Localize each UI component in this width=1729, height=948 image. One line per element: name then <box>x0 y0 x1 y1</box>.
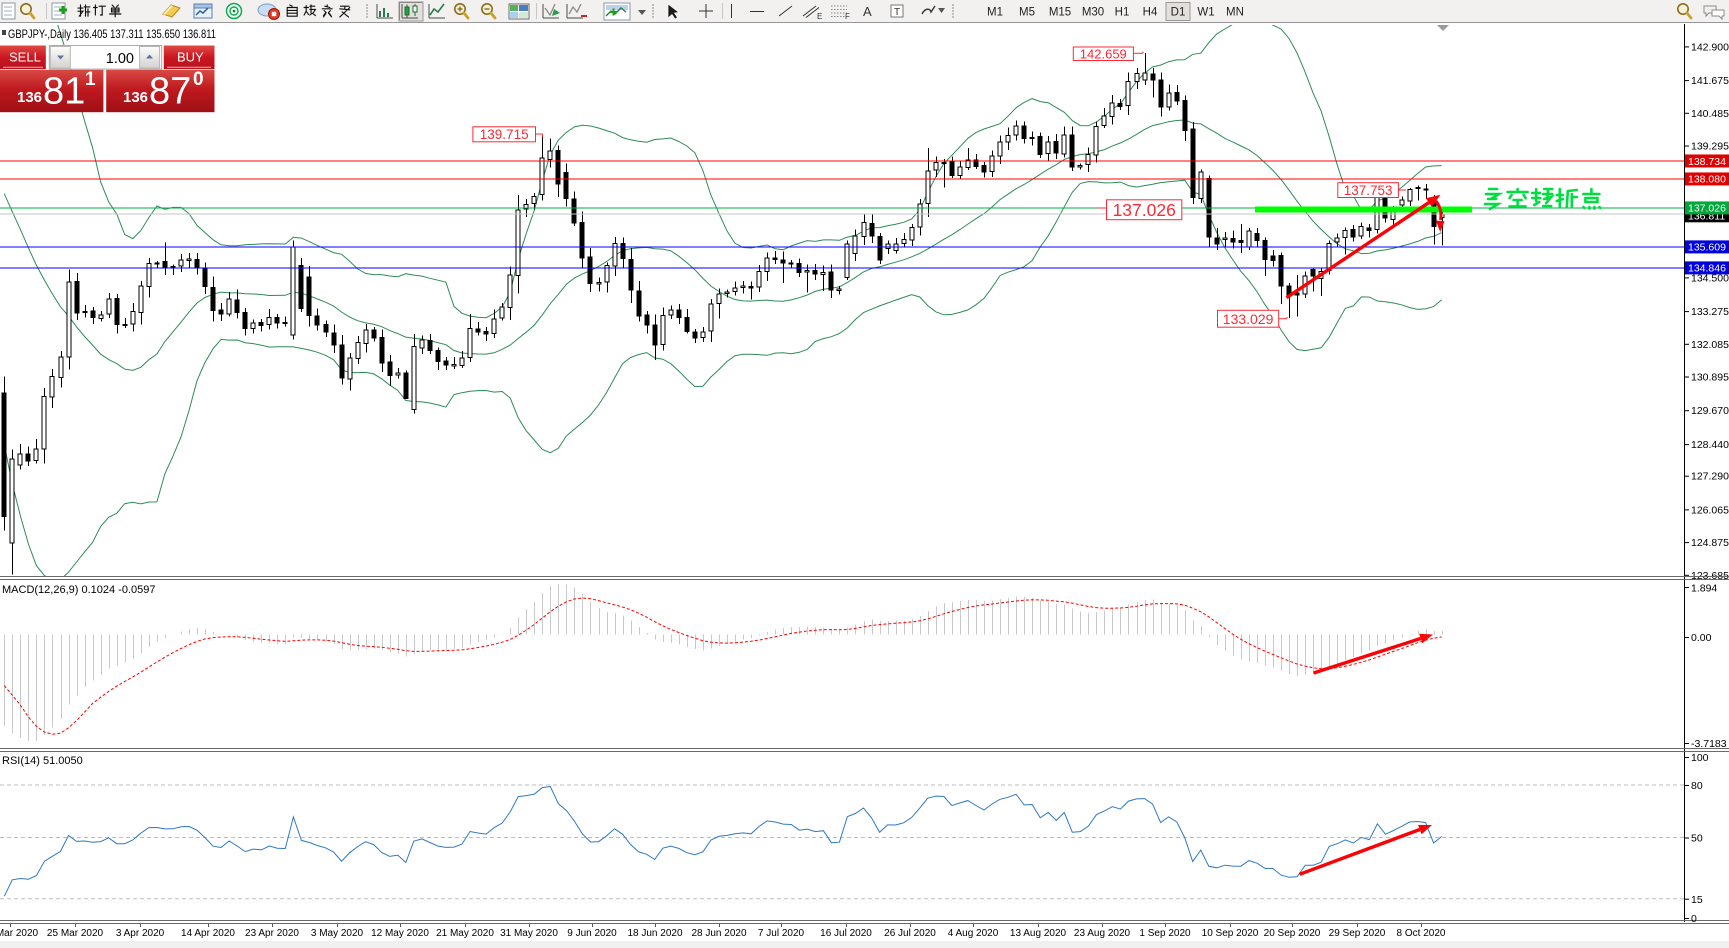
svg-text:133.029: 133.029 <box>1223 311 1274 327</box>
svg-text:128.440: 128.440 <box>1691 439 1729 451</box>
svg-text:124.875: 124.875 <box>1691 537 1729 549</box>
svg-text:26 Jul 2020: 26 Jul 2020 <box>884 928 936 939</box>
svg-text:132.085: 132.085 <box>1691 339 1729 351</box>
svg-text:134.500: 134.500 <box>1691 272 1729 284</box>
svg-text:138.734: 138.734 <box>1688 156 1726 168</box>
svg-text:13 Aug 2020: 13 Aug 2020 <box>1010 928 1067 939</box>
svg-text:3 May 2020: 3 May 2020 <box>311 928 364 939</box>
svg-text:8 Oct 2020: 8 Oct 2020 <box>1397 928 1446 939</box>
svg-text:3 Apr 2020: 3 Apr 2020 <box>116 928 165 939</box>
svg-text:-3.7183: -3.7183 <box>1691 738 1727 750</box>
svg-text:20 Sep 2020: 20 Sep 2020 <box>1264 928 1321 939</box>
svg-text:1: 1 <box>85 69 96 90</box>
svg-text:29 Sep 2020: 29 Sep 2020 <box>1329 928 1386 939</box>
svg-text:81: 81 <box>43 71 85 113</box>
svg-text:A: A <box>863 4 872 19</box>
svg-text:139.715: 139.715 <box>480 127 529 142</box>
svg-text:0: 0 <box>193 69 204 90</box>
svg-text:SELL: SELL <box>9 50 41 65</box>
svg-text:137.753: 137.753 <box>1344 183 1393 198</box>
svg-text:MN: MN <box>1226 7 1244 19</box>
svg-text:129.670: 129.670 <box>1691 405 1729 417</box>
svg-text:MACD(12,26,9) 0.1024 -0.0597: MACD(12,26,9) 0.1024 -0.0597 <box>2 584 155 596</box>
svg-text:23 Aug 2020: 23 Aug 2020 <box>1074 928 1131 939</box>
svg-text:10 Sep 2020: 10 Sep 2020 <box>1202 928 1259 939</box>
svg-text:141.675: 141.675 <box>1691 75 1729 87</box>
svg-text:E: E <box>817 12 822 21</box>
svg-text:21 May 2020: 21 May 2020 <box>436 928 494 939</box>
svg-text:142.900: 142.900 <box>1691 41 1729 53</box>
svg-text:0.00: 0.00 <box>1691 632 1712 644</box>
svg-text:134.846: 134.846 <box>1688 263 1726 275</box>
svg-text:D1: D1 <box>1171 7 1186 19</box>
svg-text:0: 0 <box>1691 913 1697 925</box>
svg-text:RSI(14) 51.0050: RSI(14) 51.0050 <box>2 755 83 767</box>
svg-text:1.894: 1.894 <box>1691 583 1717 595</box>
svg-text:M5: M5 <box>1019 7 1035 19</box>
svg-text:15 Mar 2020: 15 Mar 2020 <box>0 928 39 939</box>
svg-text:M15: M15 <box>1049 7 1071 19</box>
svg-text:126.065: 126.065 <box>1691 504 1729 516</box>
svg-text:1 Sep 2020: 1 Sep 2020 <box>1139 928 1191 939</box>
svg-text:80: 80 <box>1691 780 1703 792</box>
svg-text:135.609: 135.609 <box>1688 242 1726 254</box>
svg-text:1.00: 1.00 <box>106 51 134 67</box>
svg-text:142.659: 142.659 <box>1080 46 1127 61</box>
svg-text:138.080: 138.080 <box>1688 174 1726 186</box>
svg-text:31 May 2020: 31 May 2020 <box>500 928 558 939</box>
svg-text:136: 136 <box>123 89 148 106</box>
svg-text:H4: H4 <box>1143 7 1158 19</box>
svg-text:139.295: 139.295 <box>1691 141 1729 153</box>
svg-text:23 Apr 2020: 23 Apr 2020 <box>245 928 299 939</box>
svg-text:F: F <box>845 12 850 21</box>
svg-text:127.290: 127.290 <box>1691 471 1729 483</box>
svg-text:133.275: 133.275 <box>1691 306 1729 318</box>
svg-text:4 Aug 2020: 4 Aug 2020 <box>948 928 999 939</box>
svg-text:9 Jun 2020: 9 Jun 2020 <box>567 928 617 939</box>
svg-text:M1: M1 <box>987 7 1003 19</box>
svg-text:123.685: 123.685 <box>1691 570 1729 582</box>
svg-text:12 May 2020: 12 May 2020 <box>371 928 429 939</box>
svg-text:15: 15 <box>1691 894 1703 906</box>
svg-text:W1: W1 <box>1197 7 1214 19</box>
svg-text:M30: M30 <box>1082 7 1104 19</box>
svg-text:137.026: 137.026 <box>1688 203 1726 215</box>
svg-text:25 Mar 2020: 25 Mar 2020 <box>47 928 104 939</box>
svg-text:BUY: BUY <box>177 50 204 65</box>
svg-text:136: 136 <box>17 89 42 106</box>
svg-text:16 Jul 2020: 16 Jul 2020 <box>820 928 872 939</box>
svg-text:14 Apr 2020: 14 Apr 2020 <box>181 928 235 939</box>
svg-text:140.485: 140.485 <box>1691 108 1729 120</box>
svg-text:T: T <box>894 7 900 18</box>
svg-text:H1: H1 <box>1115 7 1130 19</box>
svg-text:GBPJPY-,Daily 136.405 137.311: GBPJPY-,Daily 136.405 137.311 135.650 13… <box>8 27 216 41</box>
svg-text:137.026: 137.026 <box>1113 200 1176 220</box>
svg-text:87: 87 <box>149 71 191 113</box>
svg-text:100: 100 <box>1691 752 1709 764</box>
svg-text:7 Jul 2020: 7 Jul 2020 <box>758 928 805 939</box>
svg-text:130.895: 130.895 <box>1691 372 1729 384</box>
svg-text:50: 50 <box>1691 833 1703 845</box>
svg-text:28 Jun 2020: 28 Jun 2020 <box>691 928 746 939</box>
svg-text:18 Jun 2020: 18 Jun 2020 <box>627 928 682 939</box>
